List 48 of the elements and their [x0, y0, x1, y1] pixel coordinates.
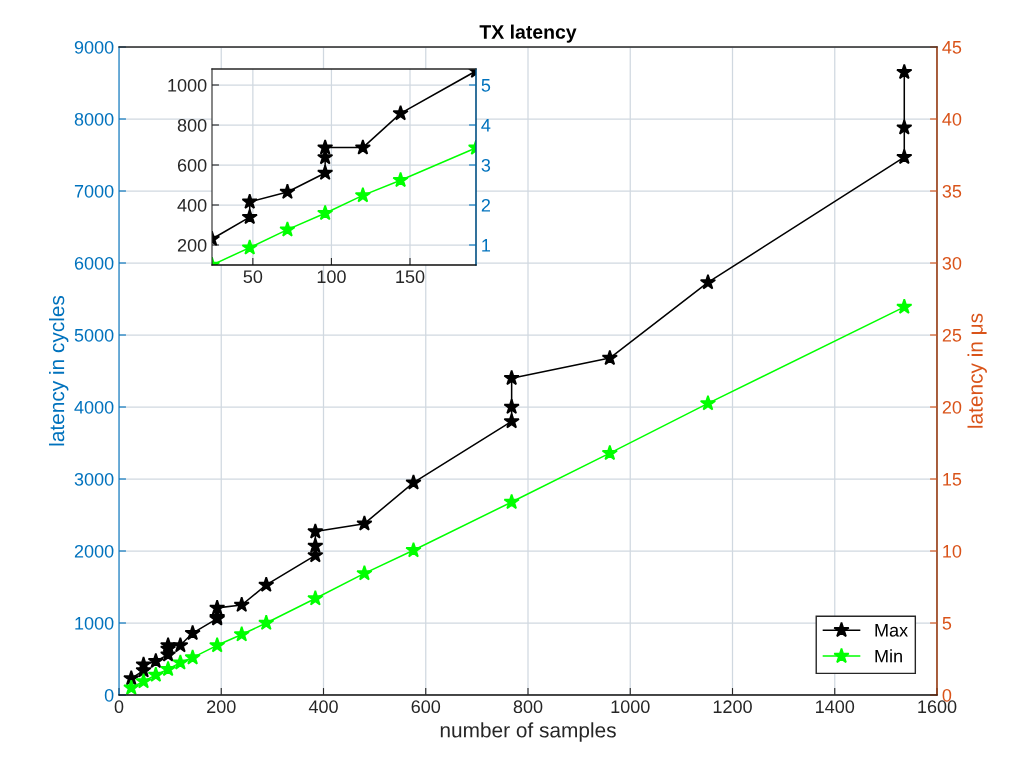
y-tick-label: 600: [177, 158, 207, 172]
y-tick-label: 4000: [74, 400, 114, 414]
y-tick-label: 6000: [74, 256, 114, 270]
x-tick-label: 800: [513, 700, 543, 714]
x-tick-label: 100: [317, 270, 346, 284]
legend-label: Max: [875, 624, 908, 637]
x-tick-label: 200: [207, 700, 236, 714]
x-tick-label: 1400: [816, 700, 855, 714]
y-axis-title: latency in cycles: [49, 295, 69, 446]
y-tick-label: 7000: [74, 184, 114, 198]
x-tick-label: 50: [243, 270, 263, 284]
y-tick-label: 8000: [74, 112, 114, 126]
y-tick-label: 1000: [168, 78, 207, 92]
y2-tick-label: 0: [942, 688, 952, 702]
y-tick-label: 3000: [74, 472, 114, 486]
x-tick-label: 600: [411, 700, 441, 714]
y2-tick-label: 45: [942, 41, 962, 54]
y2-tick-label: 35: [942, 184, 962, 198]
y2-tick-label: 10: [943, 544, 962, 558]
y2-tick-label: 4: [481, 119, 491, 132]
y2-tick-label: 3: [481, 158, 491, 172]
y-tick-label: 5000: [74, 328, 114, 342]
y-tick-label: 200: [177, 238, 207, 252]
legend-label: Min: [875, 649, 902, 663]
x-tick-label: 150: [396, 270, 425, 284]
y2-tick-label: 20: [942, 400, 962, 414]
y2-tick-label: 25: [942, 328, 962, 342]
y-tick-label: 2000: [74, 544, 114, 558]
x-axis-title: number of samples: [440, 722, 616, 742]
y2-tick-label: 30: [942, 256, 962, 270]
x-tick-label: 1200: [713, 700, 752, 714]
y2-tick-label: 15: [943, 473, 962, 486]
y2-tick-label: 1: [482, 239, 491, 252]
x-tick-label: 0: [114, 700, 124, 714]
y2-tick-label: 5: [942, 617, 952, 630]
y-tick-label: 400: [177, 198, 207, 212]
y-tick-label: 9000: [74, 40, 114, 54]
y-tick-label: 800: [177, 118, 207, 132]
chart-title: TX latency: [479, 24, 577, 43]
y-tick-label: 0: [104, 688, 114, 702]
y2-tick-label: 5: [481, 79, 491, 92]
y2-axis-title: latency in μs: [967, 313, 987, 428]
y2-tick-label: 40: [942, 112, 962, 126]
x-tick-label: 400: [308, 700, 338, 714]
x-tick-label: 1600: [918, 700, 957, 714]
x-tick-label: 1000: [611, 700, 650, 714]
y2-tick-label: 2: [481, 198, 490, 212]
y-tick-label: 1000: [75, 616, 114, 630]
